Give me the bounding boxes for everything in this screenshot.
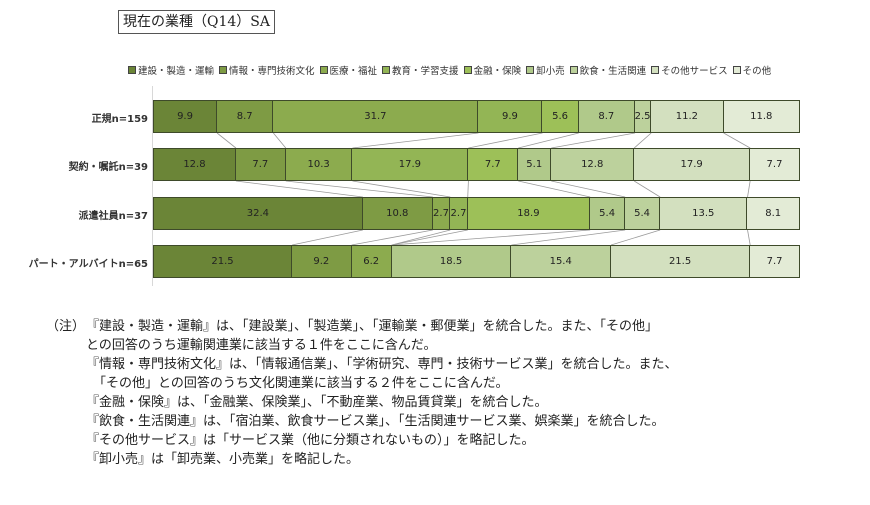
bar-segment: 15.4 — [511, 245, 612, 278]
bar-segment: 5.6 — [542, 100, 579, 133]
legend-swatch-icon — [382, 66, 391, 74]
legend-item: その他 — [732, 63, 772, 77]
note-line-2: との回答のうち運輸関連業に該当する１件をここに含んだ。 — [86, 338, 437, 353]
legend-item: 建設・製造・運輸 — [128, 63, 214, 77]
legend-swatch-icon — [219, 66, 228, 74]
notes-section: （注）『建設・製造・運輸』は、「建設業」、「製造業」、「運輸業・郵便業」を統合し… — [46, 317, 678, 469]
legend-label: 情報・専門技術文化 — [229, 66, 315, 77]
bar-segment: 9.9 — [478, 100, 543, 133]
legend-swatch-icon — [569, 66, 578, 74]
bar-segment: 13.5 — [660, 197, 748, 230]
legend-label: 飲食・生活関連 — [579, 66, 647, 77]
bar-segment: 5.4 — [590, 197, 626, 230]
bar-segment: 18.5 — [391, 245, 512, 278]
note-line-1: （注）『建設・製造・運輸』は、「建設業」、「製造業」、「運輸業・郵便業」を統合し… — [46, 319, 659, 334]
legend-swatch-icon — [463, 66, 472, 74]
bar-segment: 31.7 — [273, 100, 479, 133]
bar-segment: 9.9 — [153, 100, 218, 133]
legend-item: 卸小売 — [526, 63, 565, 77]
bar-segment: 8.7 — [217, 100, 274, 133]
bar-segment: 2.5 — [635, 100, 652, 133]
bar-segment: 12.8 — [551, 148, 635, 181]
bar-segment: 18.9 — [467, 197, 591, 230]
legend-item: 医療・福祉 — [319, 63, 378, 77]
legend-swatch-icon — [526, 66, 535, 74]
legend-label: その他サービス — [661, 66, 728, 77]
bar-segment: 7.7 — [750, 245, 800, 278]
bar-segment: 11.8 — [723, 100, 800, 133]
bar-segment: 10.3 — [285, 148, 353, 181]
bar-segment: 8.7 — [578, 100, 635, 133]
bar-segment: 12.8 — [153, 148, 236, 181]
stacked-bar: 21.5 9.2 6.2 18.5 15.4 21.5 7.7 — [153, 245, 800, 278]
note-line-7: 『その他サービス』は「サービス業（他に分類されないもの）」を略記した。 — [86, 433, 535, 448]
bar-segment: 6.2 — [351, 245, 392, 278]
legend-label: 建設・製造・運輸 — [138, 66, 215, 77]
legend-item: 情報・専門技術文化 — [219, 63, 315, 77]
row-label: 正規n=159 — [91, 114, 148, 125]
legend-item: 金融・保険 — [463, 63, 522, 77]
bar-segment: 7.7 — [750, 148, 800, 181]
legend-label: 金融・保険 — [473, 66, 522, 77]
note-line-5: 『金融・保険』は、「金融業、保険業」、「不動産業、物品賃貸業」を統合した。 — [86, 395, 548, 410]
legend-item: その他サービス — [651, 63, 728, 77]
note-line-6: 『飲食・生活関連』は、「宿泊業、飲食サービス業」、「生活関連サービス業、娯楽業」… — [86, 414, 665, 429]
legend-swatch-icon — [732, 66, 741, 74]
bar-segment: 17.9 — [352, 148, 469, 181]
bar-segment: 17.9 — [634, 148, 751, 181]
legend-swatch-icon — [128, 66, 136, 74]
bar-segment: 2.7 — [450, 197, 468, 230]
legend-label: 卸小売 — [536, 66, 565, 77]
bar-segment: 2.7 — [432, 197, 451, 230]
legend-label: その他 — [742, 66, 772, 77]
bar-segment: 5.1 — [518, 148, 552, 181]
legend-item: 教育・学習支援 — [382, 63, 459, 77]
legend-label: 医療・福祉 — [329, 66, 378, 77]
note-line-8: 『卸小売』は「卸売業、小売業」を略記した。 — [86, 452, 360, 467]
chart-title: 現在の業種（Q14）SA — [118, 10, 275, 34]
bar-segment: 32.4 — [153, 197, 363, 230]
row-label: パート・アルバイトn=65 — [28, 259, 148, 270]
note-line-3: 『情報・専門技術文化』は、「情報通信業」、「学術研究、専門・技術サービス業」を統… — [86, 357, 678, 372]
bar-segment: 11.2 — [651, 100, 724, 133]
bar-segment: 21.5 — [153, 245, 293, 278]
legend-swatch-icon — [319, 66, 328, 74]
category-axis-line — [152, 86, 153, 286]
row-label: 契約・嘱託n=39 — [68, 162, 148, 173]
note-prefix: （注） — [46, 319, 86, 334]
bar-segment: 7.7 — [235, 148, 286, 181]
chart-legend: 建設・製造・運輸 情報・専門技術文化 医療・福祉 教育・学習支援 金融・保険 卸小売 飲食・… — [128, 63, 776, 77]
stacked-bar: 32.4 10.8 2.7 2.7 18.9 5.4 5.4 13.5 8.1 — [153, 197, 800, 230]
bar-segment: 7.7 — [468, 148, 519, 181]
note-line-4: 「その他」との回答のうち文化関連業に該当する２件をここに含んだ。 — [93, 376, 509, 391]
bar-segment: 5.4 — [625, 197, 661, 230]
legend-label: 教育・学習支援 — [392, 66, 459, 77]
legend-swatch-icon — [651, 66, 660, 74]
bar-segment: 8.1 — [747, 197, 800, 230]
bar-segment: 9.2 — [292, 245, 352, 278]
legend-item: 飲食・生活関連 — [569, 63, 647, 77]
bar-segment: 21.5 — [611, 245, 751, 278]
row-label: 派遣社員n=37 — [78, 211, 148, 222]
stacked-bar: 9.9 8.7 31.7 9.9 5.6 8.7 2.5 11.2 11.8 — [153, 100, 800, 133]
bar-segment: 10.8 — [362, 197, 433, 230]
stacked-bar: 12.8 7.7 10.3 17.9 7.7 5.1 12.8 17.9 7.7 — [153, 148, 800, 181]
